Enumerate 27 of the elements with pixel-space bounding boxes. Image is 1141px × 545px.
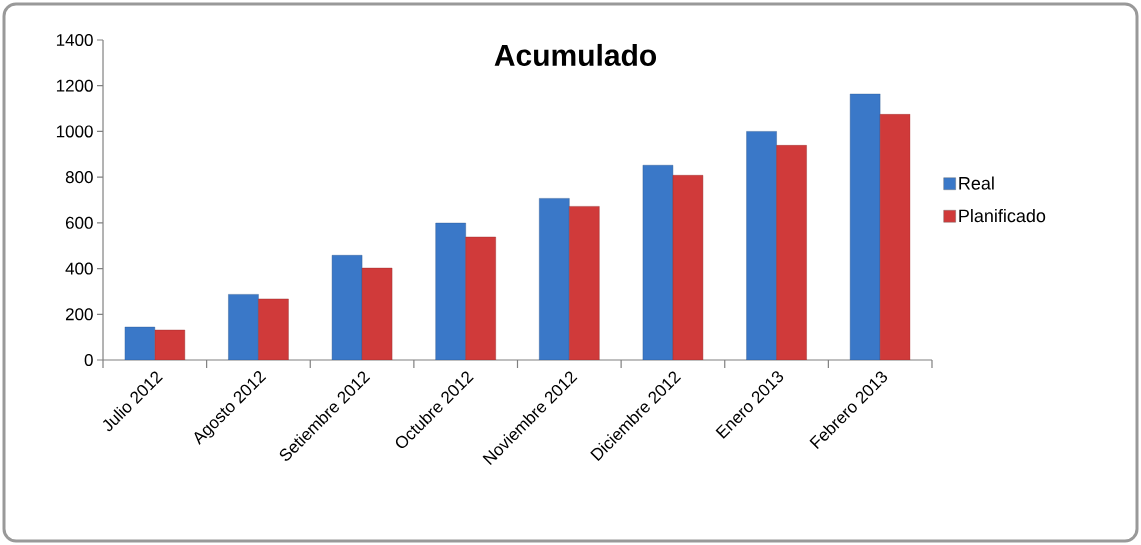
bar [124,326,156,360]
bar [879,114,911,360]
bar [361,267,393,360]
bar [154,329,186,360]
bar [849,93,881,360]
chart-title: Acumulado [494,43,657,66]
bar [258,298,289,360]
bar [331,255,363,360]
bar [776,145,807,360]
legend-label: Real [959,176,994,190]
y-tick-label: 0 [84,353,93,367]
bar [539,198,570,360]
bar [642,165,674,360]
y-tick-label: 1000 [56,125,93,138]
bar [746,131,777,360]
bar [465,236,496,360]
bar [569,206,600,360]
y-tick-label: 1400 [56,33,93,47]
bar [672,175,704,360]
y-tick-label: 400 [65,262,93,275]
bar [435,222,466,360]
y-tick-label: 200 [65,308,93,321]
legend-label: Planificado [959,208,1046,223]
y-tick-label: 800 [65,171,93,184]
y-tick-label: 600 [65,216,93,229]
y-tick-label: 1200 [56,79,93,92]
bar [228,294,259,360]
